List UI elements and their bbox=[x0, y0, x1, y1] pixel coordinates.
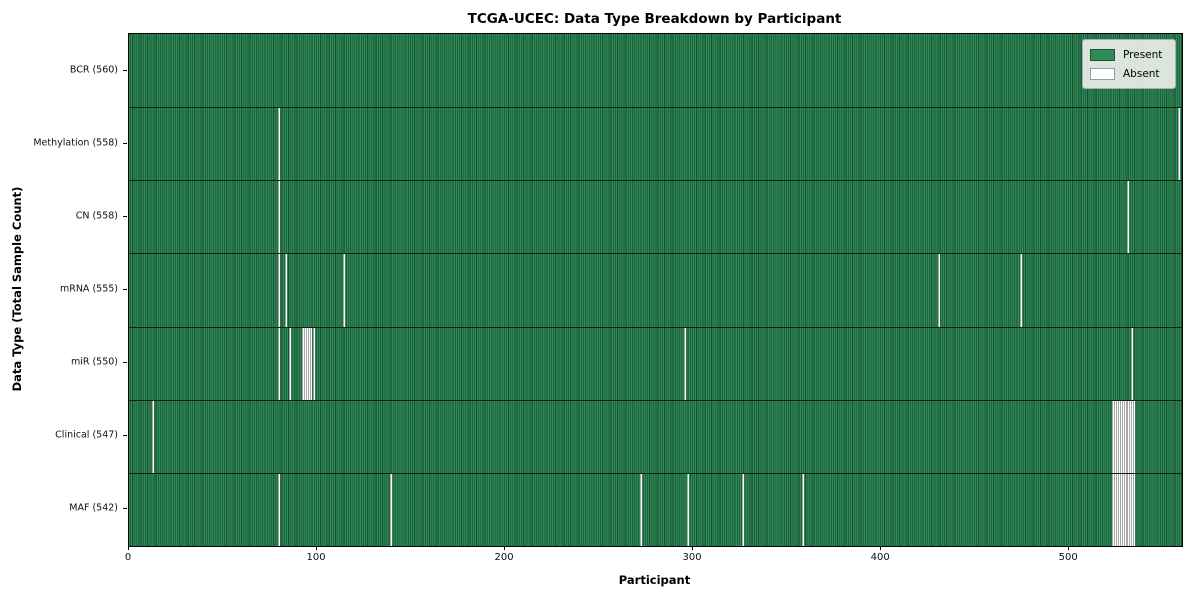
x-tick-mark bbox=[128, 546, 129, 550]
absent-stripe bbox=[1119, 400, 1122, 473]
absent-stripe bbox=[687, 473, 690, 546]
x-tick-label: 100 bbox=[306, 552, 326, 563]
absent-stripe bbox=[277, 181, 280, 254]
y-tick-label: mRNA (555) bbox=[59, 283, 118, 295]
y-tick-mark bbox=[123, 289, 127, 290]
y-tick-label: BCR (560) bbox=[69, 64, 118, 76]
absent-stripe bbox=[1123, 400, 1126, 473]
absent-stripe bbox=[307, 327, 310, 400]
absent-stripe bbox=[390, 473, 393, 546]
absent-stripe bbox=[1127, 181, 1130, 254]
absent-stripe bbox=[277, 473, 280, 546]
y-tick-mark bbox=[123, 362, 127, 364]
absent-stripe bbox=[1114, 400, 1117, 473]
absent-stripe bbox=[301, 327, 304, 400]
absent-stripe bbox=[1020, 254, 1023, 327]
y-tick-label: miR (550) bbox=[70, 356, 118, 368]
absent-stripe bbox=[1133, 400, 1136, 473]
legend-entry-present: Present bbox=[1090, 45, 1167, 64]
absent-stripe bbox=[1129, 400, 1132, 473]
absent-stripe bbox=[1114, 473, 1117, 546]
y-tick-label: Methylation (558) bbox=[33, 137, 118, 149]
absent-stripe bbox=[640, 473, 643, 546]
y-tick-mark bbox=[123, 142, 127, 144]
absent-stripe bbox=[1125, 473, 1128, 546]
y-tick-mark bbox=[123, 215, 127, 217]
y-tick-label: Clinical (547) bbox=[55, 429, 118, 441]
absent-stripe bbox=[1118, 473, 1121, 546]
absent-stripe bbox=[1127, 473, 1130, 546]
y-tick-label: MAF (542) bbox=[69, 502, 118, 514]
absent-stripe bbox=[277, 254, 280, 327]
absent-stripe bbox=[1121, 473, 1124, 546]
x-tick-label: 0 bbox=[124, 552, 132, 563]
legend: Present Absent bbox=[1082, 39, 1176, 89]
x-tick-mark bbox=[1068, 546, 1070, 550]
chart-title: TCGA-UCEC: Data Type Breakdown by Partic… bbox=[467, 11, 842, 27]
absent-stripe bbox=[802, 473, 805, 546]
row-cn bbox=[129, 180, 1182, 254]
row-bcr bbox=[129, 34, 1182, 108]
absent-stripe bbox=[288, 327, 291, 400]
x-tick-label: 500 bbox=[1058, 552, 1078, 563]
legend-label-present: Present bbox=[1123, 48, 1163, 61]
plot-area bbox=[128, 33, 1183, 547]
absent-stripe bbox=[1116, 400, 1119, 473]
x-tick-mark bbox=[504, 546, 506, 550]
y-tick-mark bbox=[123, 69, 127, 71]
absent-stripe bbox=[1131, 327, 1134, 400]
row-clinical bbox=[129, 399, 1182, 473]
x-tick-mark bbox=[692, 546, 694, 550]
row-mrna bbox=[129, 253, 1182, 327]
absent-swatch bbox=[1090, 67, 1115, 80]
absent-stripe bbox=[741, 473, 744, 546]
absent-stripe bbox=[1133, 473, 1136, 546]
row-mir bbox=[129, 326, 1182, 400]
absent-stripe bbox=[1116, 473, 1119, 546]
absent-stripe bbox=[1121, 400, 1124, 473]
x-tick-label: 200 bbox=[494, 552, 514, 563]
absent-stripe bbox=[305, 327, 308, 400]
absent-stripe bbox=[313, 327, 316, 400]
absent-stripe bbox=[1118, 400, 1121, 473]
absent-stripe bbox=[683, 327, 686, 400]
x-tick-label: 300 bbox=[682, 552, 702, 563]
y-tick-mark bbox=[123, 435, 127, 437]
absent-stripe bbox=[277, 327, 280, 400]
x-tick-mark bbox=[316, 546, 318, 550]
absent-stripe bbox=[1125, 400, 1128, 473]
absent-stripe bbox=[285, 254, 288, 327]
absent-stripe bbox=[1129, 473, 1132, 546]
y-tick-label: CN (558) bbox=[75, 210, 118, 222]
absent-stripe bbox=[1112, 400, 1115, 473]
legend-label-absent: Absent bbox=[1123, 67, 1160, 80]
absent-stripe bbox=[151, 400, 154, 473]
absent-stripe bbox=[1127, 400, 1130, 473]
absent-stripe bbox=[1119, 473, 1122, 546]
row-maf bbox=[129, 472, 1182, 546]
absent-stripe bbox=[1123, 473, 1126, 546]
row-methylation bbox=[129, 107, 1182, 181]
y-tick-mark bbox=[123, 508, 127, 510]
absent-stripe bbox=[1178, 108, 1181, 181]
x-tick-label: 400 bbox=[870, 552, 890, 563]
absent-stripe bbox=[277, 108, 280, 181]
absent-stripe bbox=[309, 327, 312, 400]
x-tick-mark bbox=[880, 546, 882, 550]
absent-stripe bbox=[1131, 400, 1134, 473]
absent-stripe bbox=[343, 254, 346, 327]
legend-entry-absent: Absent bbox=[1090, 64, 1167, 83]
absent-stripe bbox=[303, 327, 306, 400]
x-axis-label: Participant bbox=[618, 573, 691, 587]
absent-stripe bbox=[1112, 473, 1115, 546]
present-swatch bbox=[1090, 48, 1115, 61]
absent-stripe bbox=[937, 254, 940, 327]
absent-stripe bbox=[1131, 473, 1134, 546]
